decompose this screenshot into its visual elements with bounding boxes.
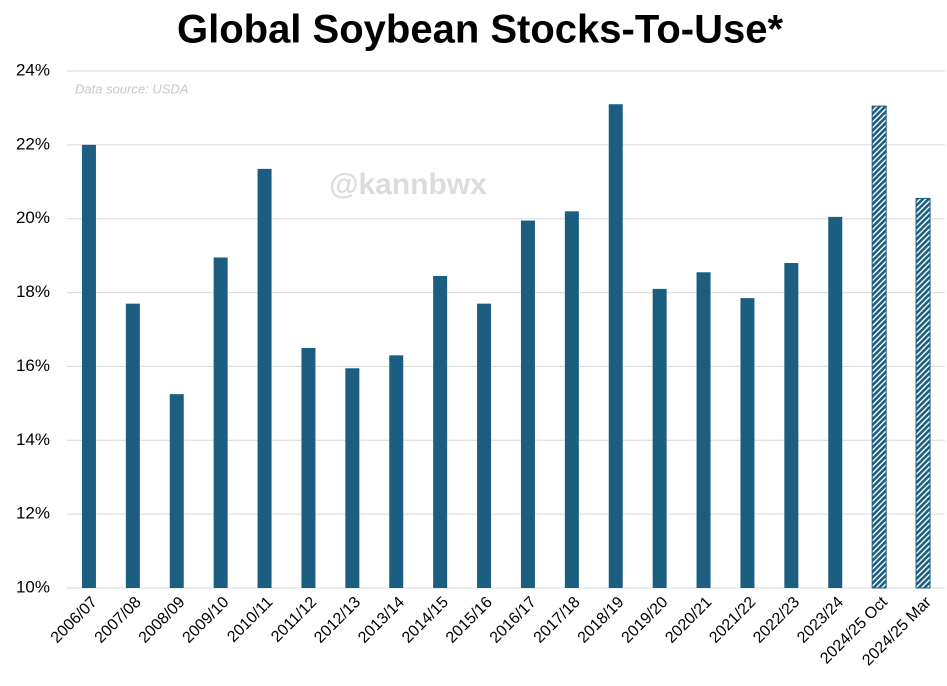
y-tick-label: 22% bbox=[16, 134, 50, 153]
y-tick-label: 20% bbox=[16, 208, 50, 227]
bar bbox=[477, 303, 492, 588]
y-tick-label: 14% bbox=[16, 430, 50, 449]
bar bbox=[784, 263, 799, 588]
bar bbox=[345, 368, 360, 588]
bar bbox=[608, 104, 623, 588]
bar bbox=[301, 347, 316, 588]
x-tick-label: 2011/12 bbox=[268, 594, 320, 646]
x-tick-label: 2019/20 bbox=[619, 594, 672, 647]
bar bbox=[213, 257, 228, 588]
bar bbox=[740, 298, 755, 588]
x-tick-label: 2016/17 bbox=[487, 594, 540, 647]
bar bbox=[433, 275, 448, 588]
x-tick-label: 2007/08 bbox=[92, 594, 145, 647]
bar bbox=[564, 211, 579, 589]
x-tick-label: 2012/13 bbox=[311, 594, 364, 647]
x-tick-label: 2015/16 bbox=[443, 594, 496, 647]
y-tick-label: 16% bbox=[16, 356, 50, 375]
x-tick-label: 2009/10 bbox=[180, 594, 233, 647]
source-note: Data source: USDA bbox=[75, 81, 188, 96]
y-tick-label: 18% bbox=[16, 282, 50, 301]
watermark: @kannbwx bbox=[329, 168, 487, 201]
bar bbox=[828, 216, 843, 588]
x-tick-label: 2017/18 bbox=[531, 594, 584, 647]
x-tick-label: 2006/07 bbox=[48, 594, 101, 647]
x-tick-label: 2021/22 bbox=[706, 594, 759, 647]
chart-title: Global Soybean Stocks-To-Use* bbox=[177, 8, 783, 52]
x-tick-label: 2010/11 bbox=[224, 594, 276, 646]
bar bbox=[169, 394, 184, 588]
bar bbox=[257, 168, 272, 588]
bar bbox=[81, 144, 96, 588]
x-tick-label: 2018/19 bbox=[575, 594, 628, 647]
bar bbox=[125, 303, 140, 588]
x-tick-label: 2022/23 bbox=[750, 594, 803, 647]
y-tick-label: 12% bbox=[16, 504, 50, 523]
bar bbox=[520, 220, 535, 588]
x-tick-label: 2013/14 bbox=[355, 594, 408, 647]
x-tick-label: 2014/15 bbox=[399, 594, 452, 647]
bar bbox=[915, 197, 931, 589]
bar bbox=[652, 288, 667, 588]
bar bbox=[871, 105, 887, 589]
y-tick-label: 24% bbox=[16, 60, 50, 79]
bar bbox=[696, 272, 711, 588]
x-tick-label: 2008/09 bbox=[136, 594, 189, 647]
y-tick-label: 10% bbox=[16, 577, 50, 596]
bar bbox=[389, 355, 404, 588]
x-tick-label: 2020/21 bbox=[662, 594, 715, 647]
